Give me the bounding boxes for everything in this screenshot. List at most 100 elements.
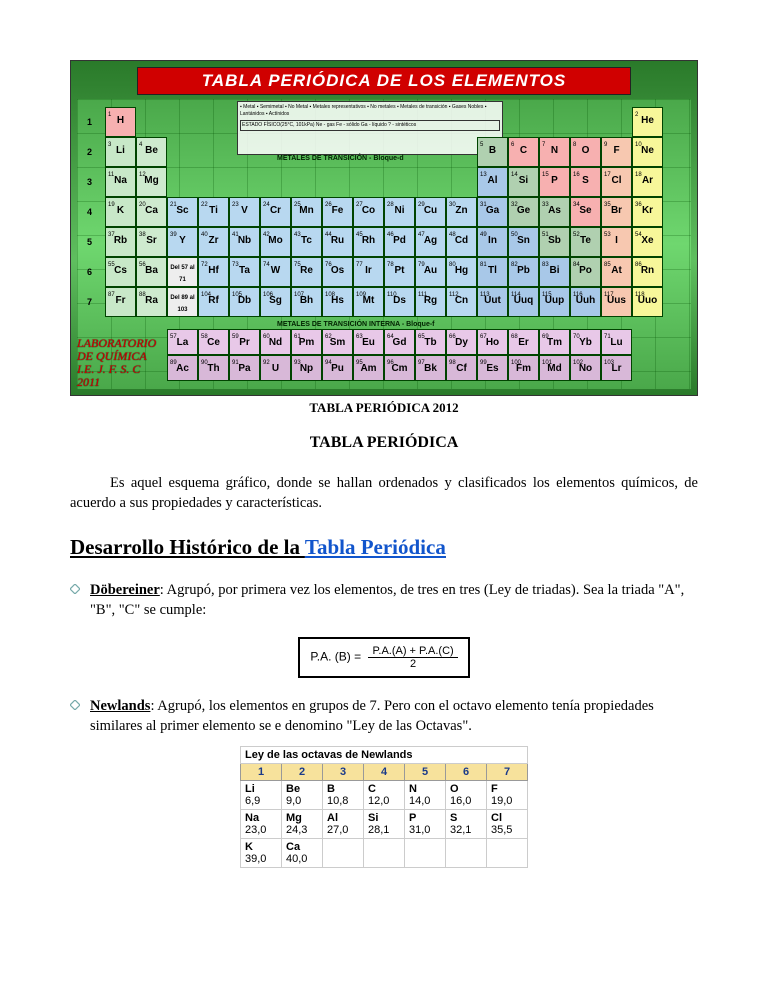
element-cell: 60Nd <box>260 329 291 355</box>
element-cell: 95Am <box>353 355 384 381</box>
element-cell: 84Po <box>570 257 601 287</box>
element-cell: 104Rf <box>198 287 229 317</box>
element-cell: 103Lr <box>601 355 632 381</box>
formula-numerator: P.A.(A) + P.A.(C) <box>368 645 457 658</box>
element-cell: 52Te <box>570 227 601 257</box>
period-number: 6 <box>87 267 92 277</box>
element-cell: 69Tm <box>539 329 570 355</box>
figure-caption: TABLA PERIÓDICA 2012 <box>70 400 698 416</box>
element-cell: 71Lu <box>601 329 632 355</box>
element-cell: 53I <box>601 227 632 257</box>
element-cell: 9F <box>601 137 632 167</box>
element-cell: 31Ga <box>477 197 508 227</box>
range-cell: Del 57 al 71 <box>167 257 198 287</box>
element-cell: 77Ir <box>353 257 384 287</box>
table-cell: Na23,0 <box>241 810 282 839</box>
element-cell: 72Hf <box>198 257 229 287</box>
formula-lhs: P.A. (B) = <box>310 649 361 663</box>
element-cell: 25Mn <box>291 197 322 227</box>
element-cell: 109Mt <box>353 287 384 317</box>
element-cell: 43Tc <box>291 227 322 257</box>
heading-link[interactable]: Tabla Periódica <box>305 535 446 559</box>
table-header: 1 <box>241 764 282 781</box>
table-cell <box>323 839 364 868</box>
document-page: TABLA PERIÓDICA DE LOS ELEMENTOS ▪ Metal… <box>0 0 768 908</box>
element-cell: 41Nb <box>229 227 260 257</box>
element-cell: 4Be <box>136 137 167 167</box>
element-cell: 113Uut <box>477 287 508 317</box>
periodic-table-legend: ▪ Metal ▪ Semimetal ▪ No Metal ▪ Metales… <box>237 101 503 155</box>
table-cell: N14,0 <box>405 781 446 810</box>
element-cell: 33As <box>539 197 570 227</box>
element-cell: 54Xe <box>632 227 663 257</box>
element-cell: 20Ca <box>136 197 167 227</box>
element-cell: 98Cf <box>446 355 477 381</box>
table-cell: O16,0 <box>446 781 487 810</box>
element-cell: 24Cr <box>260 197 291 227</box>
element-cell: 34Se <box>570 197 601 227</box>
element-cell: 93Np <box>291 355 322 381</box>
element-cell: 46Pd <box>384 227 415 257</box>
periodic-table-grid: ▪ Metal ▪ Semimetal ▪ No Metal ▪ Metales… <box>77 99 691 389</box>
item-desc: : Agrupó, los elementos en grupos de 7. … <box>90 698 654 734</box>
element-cell: 23V <box>229 197 260 227</box>
element-cell: 37Rb <box>105 227 136 257</box>
element-cell: 39Y <box>167 227 198 257</box>
element-cell: 32Ge <box>508 197 539 227</box>
element-cell: 73Ta <box>229 257 260 287</box>
element-cell: 66Dy <box>446 329 477 355</box>
table-header: 6 <box>446 764 487 781</box>
element-cell: 19K <box>105 197 136 227</box>
internal-label: METALES DE TRANSICIÓN INTERNA - Bloque-f <box>277 321 435 328</box>
table-cell: Si28,1 <box>364 810 405 839</box>
table-header: 7 <box>487 764 528 781</box>
element-cell: 111Rg <box>415 287 446 317</box>
period-number: 3 <box>87 177 92 187</box>
table-cell: B10,8 <box>323 781 364 810</box>
scientist-name: Newlands <box>90 698 150 714</box>
newlands-title: Ley de las octavas de Newlands <box>241 747 528 764</box>
element-cell: 3Li <box>105 137 136 167</box>
table-header-row: 1234567 <box>241 764 528 781</box>
periodic-table-title: TABLA PERIÓDICA DE LOS ELEMENTOS <box>137 67 631 95</box>
element-cell: 10Ne <box>632 137 663 167</box>
scientist-name: Döbereiner <box>90 582 160 598</box>
element-cell: 14Si <box>508 167 539 197</box>
element-cell: 36Kr <box>632 197 663 227</box>
table-cell: S32,1 <box>446 810 487 839</box>
element-cell: 80Hg <box>446 257 477 287</box>
element-cell: 85At <box>601 257 632 287</box>
element-cell: 45Rh <box>353 227 384 257</box>
table-cell: C12,0 <box>364 781 405 810</box>
formula-container: P.A. (B) = P.A.(A) + P.A.(C) 2 <box>70 631 698 696</box>
element-cell: 38Sr <box>136 227 167 257</box>
table-cell <box>405 839 446 868</box>
element-cell: 55Cs <box>105 257 136 287</box>
table-header: 4 <box>364 764 405 781</box>
list-item-text: Döbereiner: Agrupó, por primera vez los … <box>90 580 698 621</box>
element-cell: 11Na <box>105 167 136 197</box>
element-cell: 28Ni <box>384 197 415 227</box>
table-cell: Ca40,0 <box>282 839 323 868</box>
table-cell: P31,0 <box>405 810 446 839</box>
element-cell: 13Al <box>477 167 508 197</box>
element-cell: 67Ho <box>477 329 508 355</box>
element-cell: 7N <box>539 137 570 167</box>
element-cell: 35Br <box>601 197 632 227</box>
table-cell: K39,0 <box>241 839 282 868</box>
element-cell: 87Fr <box>105 287 136 317</box>
element-cell: 115Uup <box>539 287 570 317</box>
element-cell: 5B <box>477 137 508 167</box>
table-cell: Be9,0 <box>282 781 323 810</box>
element-cell: 92U <box>260 355 291 381</box>
element-cell: 76Os <box>322 257 353 287</box>
element-cell: 26Fe <box>322 197 353 227</box>
list-item: Döbereiner: Agrupó, por primera vez los … <box>70 580 698 621</box>
element-cell: 70Yb <box>570 329 601 355</box>
element-cell: 99Es <box>477 355 508 381</box>
element-cell: 108Hs <box>322 287 353 317</box>
element-cell: 2He <box>632 107 663 137</box>
range-cell: Del 89 al 103 <box>167 287 198 317</box>
element-cell: 112Cn <box>446 287 477 317</box>
element-cell: 106Sg <box>260 287 291 317</box>
